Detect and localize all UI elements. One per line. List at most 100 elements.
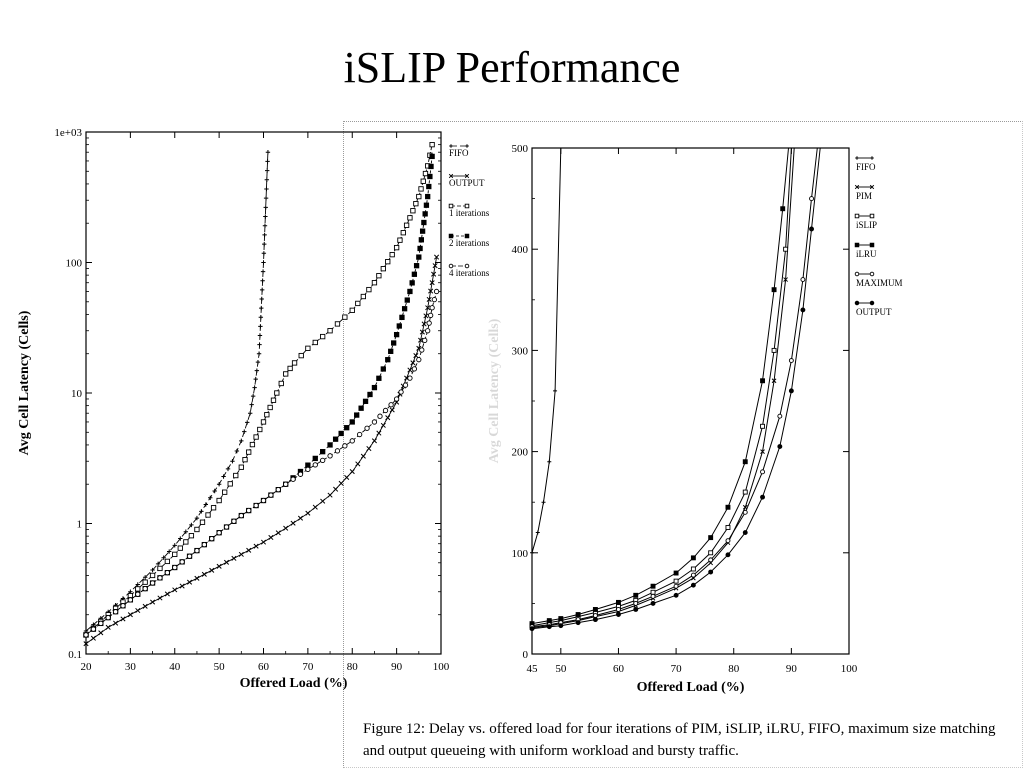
data-point	[349, 419, 355, 425]
data-point	[360, 293, 366, 300]
data-point	[422, 337, 428, 344]
data-point	[83, 632, 89, 638]
data-point	[194, 547, 200, 554]
data-point	[83, 641, 89, 647]
data-point	[113, 620, 119, 626]
data-point	[708, 557, 714, 563]
data-point	[265, 159, 270, 164]
data-point	[338, 480, 344, 486]
data-point	[260, 497, 267, 504]
data-point	[417, 245, 423, 252]
data-point	[164, 570, 171, 576]
data-point	[334, 321, 341, 327]
legend-marker	[449, 144, 453, 148]
data-point	[105, 614, 111, 621]
series-line	[85, 144, 433, 636]
data-point	[426, 183, 432, 190]
data-point	[760, 469, 765, 475]
y-tick-label: 1e+03	[54, 127, 82, 139]
series-output	[529, 147, 821, 632]
data-point	[771, 378, 777, 384]
data-point	[262, 223, 268, 228]
data-point	[380, 366, 386, 372]
data-point	[391, 340, 397, 346]
data-point	[725, 538, 731, 544]
data-point	[530, 550, 534, 555]
data-point	[432, 263, 438, 269]
plot-area-left	[85, 131, 442, 655]
data-point	[385, 259, 391, 265]
data-point	[263, 195, 269, 201]
data-point	[256, 351, 262, 356]
y-tick-label: 1	[77, 519, 83, 531]
y-tick-label: 100	[512, 548, 529, 560]
data-point	[428, 163, 434, 170]
data-point	[242, 457, 248, 463]
data-point	[342, 314, 348, 320]
data-point	[725, 552, 731, 558]
data-point	[127, 597, 134, 603]
data-point	[259, 287, 265, 293]
data-point	[222, 489, 228, 495]
data-point	[186, 579, 193, 585]
data-point	[760, 378, 765, 384]
data-point	[257, 426, 263, 433]
data-point	[397, 237, 403, 243]
data-point	[360, 453, 366, 459]
legend-label: MAXIMUM	[856, 278, 903, 288]
data-point	[407, 215, 413, 221]
data-point	[179, 559, 185, 565]
data-point	[367, 391, 373, 398]
data-point	[788, 358, 794, 363]
data-point	[327, 328, 333, 334]
data-point	[800, 307, 806, 313]
data-point	[592, 613, 598, 618]
data-point	[262, 232, 267, 238]
legend-marker	[869, 271, 875, 277]
x-tick-label: 40	[169, 661, 181, 673]
data-point	[422, 211, 428, 217]
data-point	[253, 434, 259, 440]
data-point	[382, 407, 389, 414]
y-tick-label: 0.1	[68, 649, 82, 661]
data-point	[760, 494, 765, 500]
data-point	[558, 623, 564, 629]
data-point	[287, 365, 293, 372]
data-point	[425, 193, 431, 200]
data-point	[358, 405, 364, 411]
data-point	[259, 305, 264, 311]
data-point	[404, 297, 410, 303]
data-point	[760, 449, 765, 454]
data-point	[164, 591, 170, 597]
data-point	[274, 390, 280, 396]
data-point	[221, 474, 226, 479]
data-point	[231, 518, 237, 524]
series-line	[531, 147, 792, 627]
legend-marker	[854, 300, 860, 306]
data-point	[423, 313, 429, 319]
data-point	[650, 593, 656, 599]
data-point	[233, 472, 239, 479]
data-point	[260, 419, 267, 425]
data-point	[270, 397, 277, 403]
data-point	[742, 509, 748, 515]
data-point	[380, 422, 386, 428]
data-point	[393, 396, 400, 402]
data-point	[150, 567, 155, 573]
data-point	[261, 251, 267, 256]
data-point	[164, 558, 171, 565]
data-point	[209, 567, 215, 573]
data-point	[225, 466, 231, 472]
data-point	[189, 522, 194, 528]
data-point	[673, 583, 679, 589]
legend-marker	[854, 213, 860, 219]
data-point	[264, 412, 270, 418]
series-line	[85, 291, 438, 636]
data-point	[120, 603, 126, 609]
legend-left: FIFO OUTPUT 1 iterations 2 iterations 4 iter…	[448, 144, 490, 278]
data-point	[420, 178, 426, 184]
legend-label: 1 iterations	[449, 208, 490, 218]
data-point	[633, 607, 639, 612]
data-point	[366, 445, 372, 452]
data-point	[253, 376, 258, 382]
